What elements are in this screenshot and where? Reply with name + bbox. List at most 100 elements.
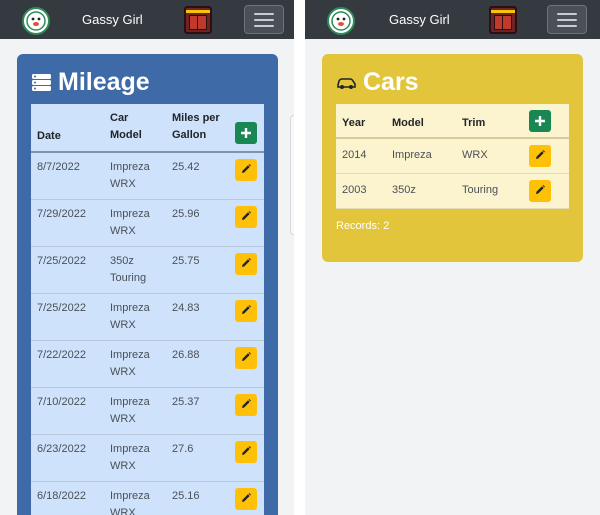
navbar: Gassy Girl: [0, 0, 294, 39]
col-car-model: Car Model: [110, 112, 142, 141]
pencil-icon: [534, 184, 546, 199]
row-model: 350z: [110, 255, 134, 267]
col-year: Year: [342, 117, 366, 129]
edit-button[interactable]: [235, 206, 257, 228]
hamburger-icon: [254, 12, 274, 15]
car-icon: [337, 78, 356, 89]
brand-name[interactable]: Gassy Girl: [82, 12, 143, 27]
row-model: Impreza: [110, 161, 150, 173]
table-row: 6/18/2022 Impreza WRX 25.16: [31, 482, 264, 515]
pencil-icon: [240, 492, 252, 507]
table-row: 7/22/2022 Impreza WRX 26.88: [31, 341, 264, 388]
edit-button[interactable]: [235, 347, 257, 369]
pencil-icon: [534, 149, 546, 164]
card-title-text: Cars: [363, 68, 419, 96]
row-year: 2003: [342, 184, 367, 196]
table-row: 8/7/2022 Impreza WRX 25.42: [31, 153, 264, 200]
row-date: 7/25/2022: [37, 302, 86, 314]
row-mpg: 25.96: [172, 208, 200, 220]
row-trim: WRX: [110, 225, 136, 237]
navbar: Gassy Girl: [305, 0, 600, 39]
row-date: 7/10/2022: [37, 396, 86, 408]
cars-table: Year Model Trim 2014 Impreza WRX 2003 350z To…: [336, 104, 569, 209]
edit-button[interactable]: [529, 180, 551, 202]
row-mpg: 27.6: [172, 443, 194, 455]
edit-button[interactable]: [235, 441, 257, 463]
add-mileage-button[interactable]: [235, 122, 257, 144]
scrollbar[interactable]: [290, 115, 294, 235]
row-model: Impreza: [110, 443, 150, 455]
records-count: Records: 2: [336, 220, 390, 232]
gas-pump-icon: [184, 6, 212, 34]
row-year: 2014: [342, 149, 367, 161]
row-mpg: 25.75: [172, 255, 200, 267]
col-date: Date: [37, 130, 61, 142]
row-trim: WRX: [110, 366, 136, 378]
row-model: Impreza: [110, 349, 150, 361]
pencil-icon: [240, 163, 252, 178]
card-title: Mileage: [31, 68, 150, 97]
col-model: Model: [392, 117, 424, 129]
table-row: 7/10/2022 Impreza WRX 25.37: [31, 388, 264, 435]
table-row: 6/23/2022 Impreza WRX 27.6: [31, 435, 264, 482]
row-trim: WRX: [110, 319, 136, 331]
row-mpg: 25.42: [172, 161, 200, 173]
row-trim: Touring: [110, 272, 147, 284]
pencil-icon: [240, 351, 252, 366]
row-mpg: 26.88: [172, 349, 200, 361]
mileage-card: Mileage Date Car Model Miles per Gallon …: [17, 54, 278, 515]
table-row: 7/25/2022 Impreza WRX 24.83: [31, 294, 264, 341]
edit-button[interactable]: [235, 159, 257, 181]
mileage-screen: Gassy Girl Mileage Date Car Model Miles …: [0, 0, 294, 515]
edit-button[interactable]: [235, 488, 257, 510]
row-trim: WRX: [462, 149, 488, 161]
pencil-icon: [240, 445, 252, 460]
gas-pump-icon: [489, 6, 517, 34]
ghost-face-icon[interactable]: [22, 7, 50, 35]
row-date: 7/29/2022: [37, 208, 86, 220]
row-date: 8/7/2022: [37, 161, 80, 173]
col-trim: Trim: [462, 117, 486, 129]
cars-rows: 2014 Impreza WRX 2003 350z Touring: [336, 139, 569, 209]
table-header: Date Car Model Miles per Gallon: [31, 104, 264, 153]
card-title-text: Mileage: [58, 68, 150, 96]
row-trim: Touring: [462, 184, 499, 196]
edit-button[interactable]: [235, 394, 257, 416]
row-mpg: 25.37: [172, 396, 200, 408]
add-car-button[interactable]: [529, 110, 551, 132]
edit-button[interactable]: [529, 145, 551, 167]
row-model: Impreza: [110, 490, 150, 502]
plus-icon: [535, 116, 545, 126]
row-mpg: 25.16: [172, 490, 200, 502]
menu-toggle-button[interactable]: [244, 5, 284, 34]
edit-button[interactable]: [235, 253, 257, 275]
row-model: Impreza: [392, 149, 432, 161]
pencil-icon: [240, 257, 252, 272]
row-date: 6/18/2022: [37, 490, 86, 502]
table-row: 2003 350z Touring: [336, 174, 569, 209]
col-mpg: Miles per Gallon: [172, 112, 220, 141]
cars-screen: Gassy Girl Cars Year Model Trim 2014 Impr…: [305, 0, 600, 515]
row-model: Impreza: [110, 396, 150, 408]
card-title: Cars: [336, 68, 419, 97]
hamburger-icon: [557, 12, 577, 15]
row-model: Impreza: [110, 302, 150, 314]
table-row: 7/29/2022 Impreza WRX 25.96: [31, 200, 264, 247]
row-date: 7/25/2022: [37, 255, 86, 267]
row-date: 6/23/2022: [37, 443, 86, 455]
brand-name[interactable]: Gassy Girl: [389, 12, 450, 27]
row-trim: WRX: [110, 507, 136, 515]
table-row: 2014 Impreza WRX: [336, 139, 569, 174]
pencil-icon: [240, 210, 252, 225]
database-icon: [32, 74, 51, 91]
row-date: 7/22/2022: [37, 349, 86, 361]
ghost-face-icon[interactable]: [327, 7, 355, 35]
row-model: Impreza: [110, 208, 150, 220]
plus-icon: [241, 128, 251, 138]
row-trim: WRX: [110, 460, 136, 472]
menu-toggle-button[interactable]: [547, 5, 587, 34]
table-row: 7/25/2022 350z Touring 25.75: [31, 247, 264, 294]
table-header: Year Model Trim: [336, 104, 569, 139]
pencil-icon: [240, 398, 252, 413]
edit-button[interactable]: [235, 300, 257, 322]
